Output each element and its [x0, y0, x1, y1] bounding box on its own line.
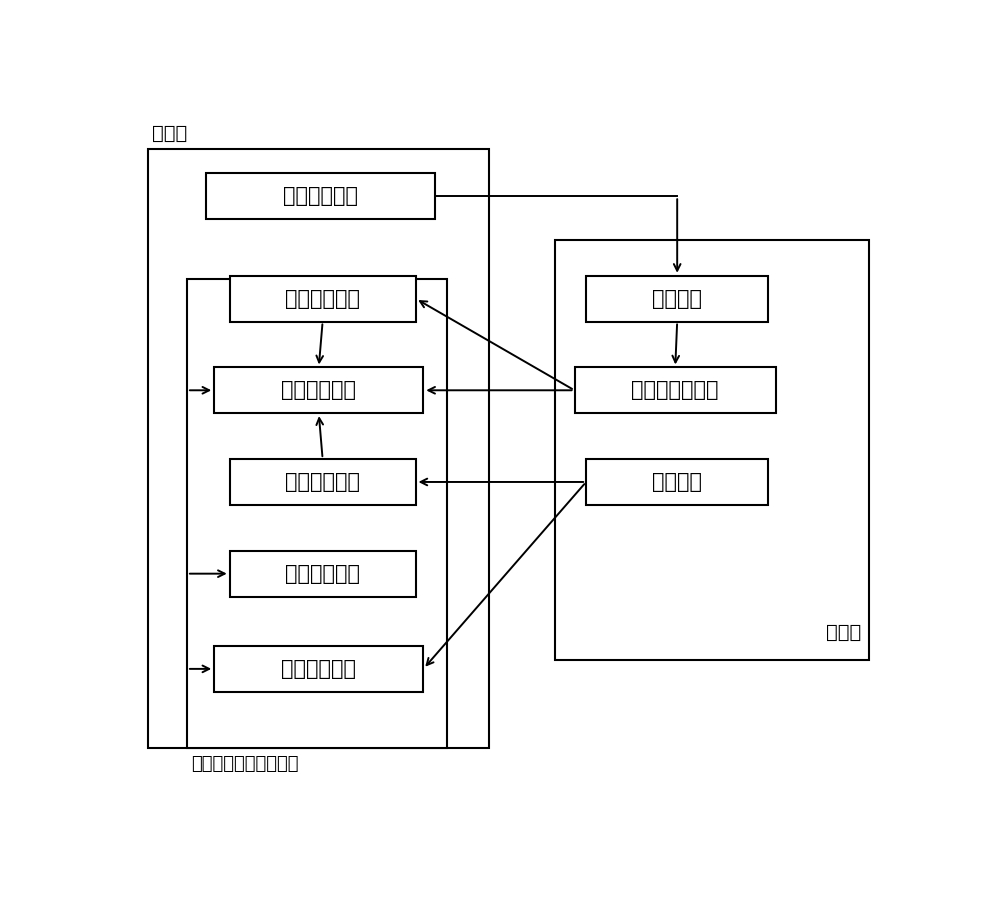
Bar: [187, 279, 447, 748]
Bar: [574, 367, 776, 413]
Text: 第五处理模块: 第五处理模块: [281, 659, 356, 679]
Bar: [586, 459, 768, 505]
Text: 上位机: 上位机: [152, 124, 187, 143]
Bar: [214, 367, 423, 413]
Bar: [214, 646, 423, 692]
Text: 第四处理模块: 第四处理模块: [285, 563, 360, 583]
Text: 第二处理模块: 第二处理模块: [285, 472, 360, 492]
Text: 接收模块: 接收模块: [652, 472, 702, 492]
Bar: [555, 240, 869, 660]
Bar: [206, 173, 435, 219]
Bar: [148, 148, 489, 748]
Text: 参数输入模块: 参数输入模块: [283, 186, 358, 206]
Text: 下位机: 下位机: [826, 624, 861, 642]
Text: 信道粗估计模块: 信道粗估计模块: [632, 380, 719, 400]
Bar: [586, 276, 768, 322]
Bar: [230, 276, 416, 322]
Text: 第一处理模块: 第一处理模块: [285, 289, 360, 309]
Bar: [230, 551, 416, 596]
Text: 感知模块: 感知模块: [652, 289, 702, 309]
Bar: [230, 459, 416, 505]
Text: 第一通信参数识别单元: 第一通信参数识别单元: [191, 756, 298, 773]
Text: 第三处理模块: 第三处理模块: [281, 380, 356, 400]
